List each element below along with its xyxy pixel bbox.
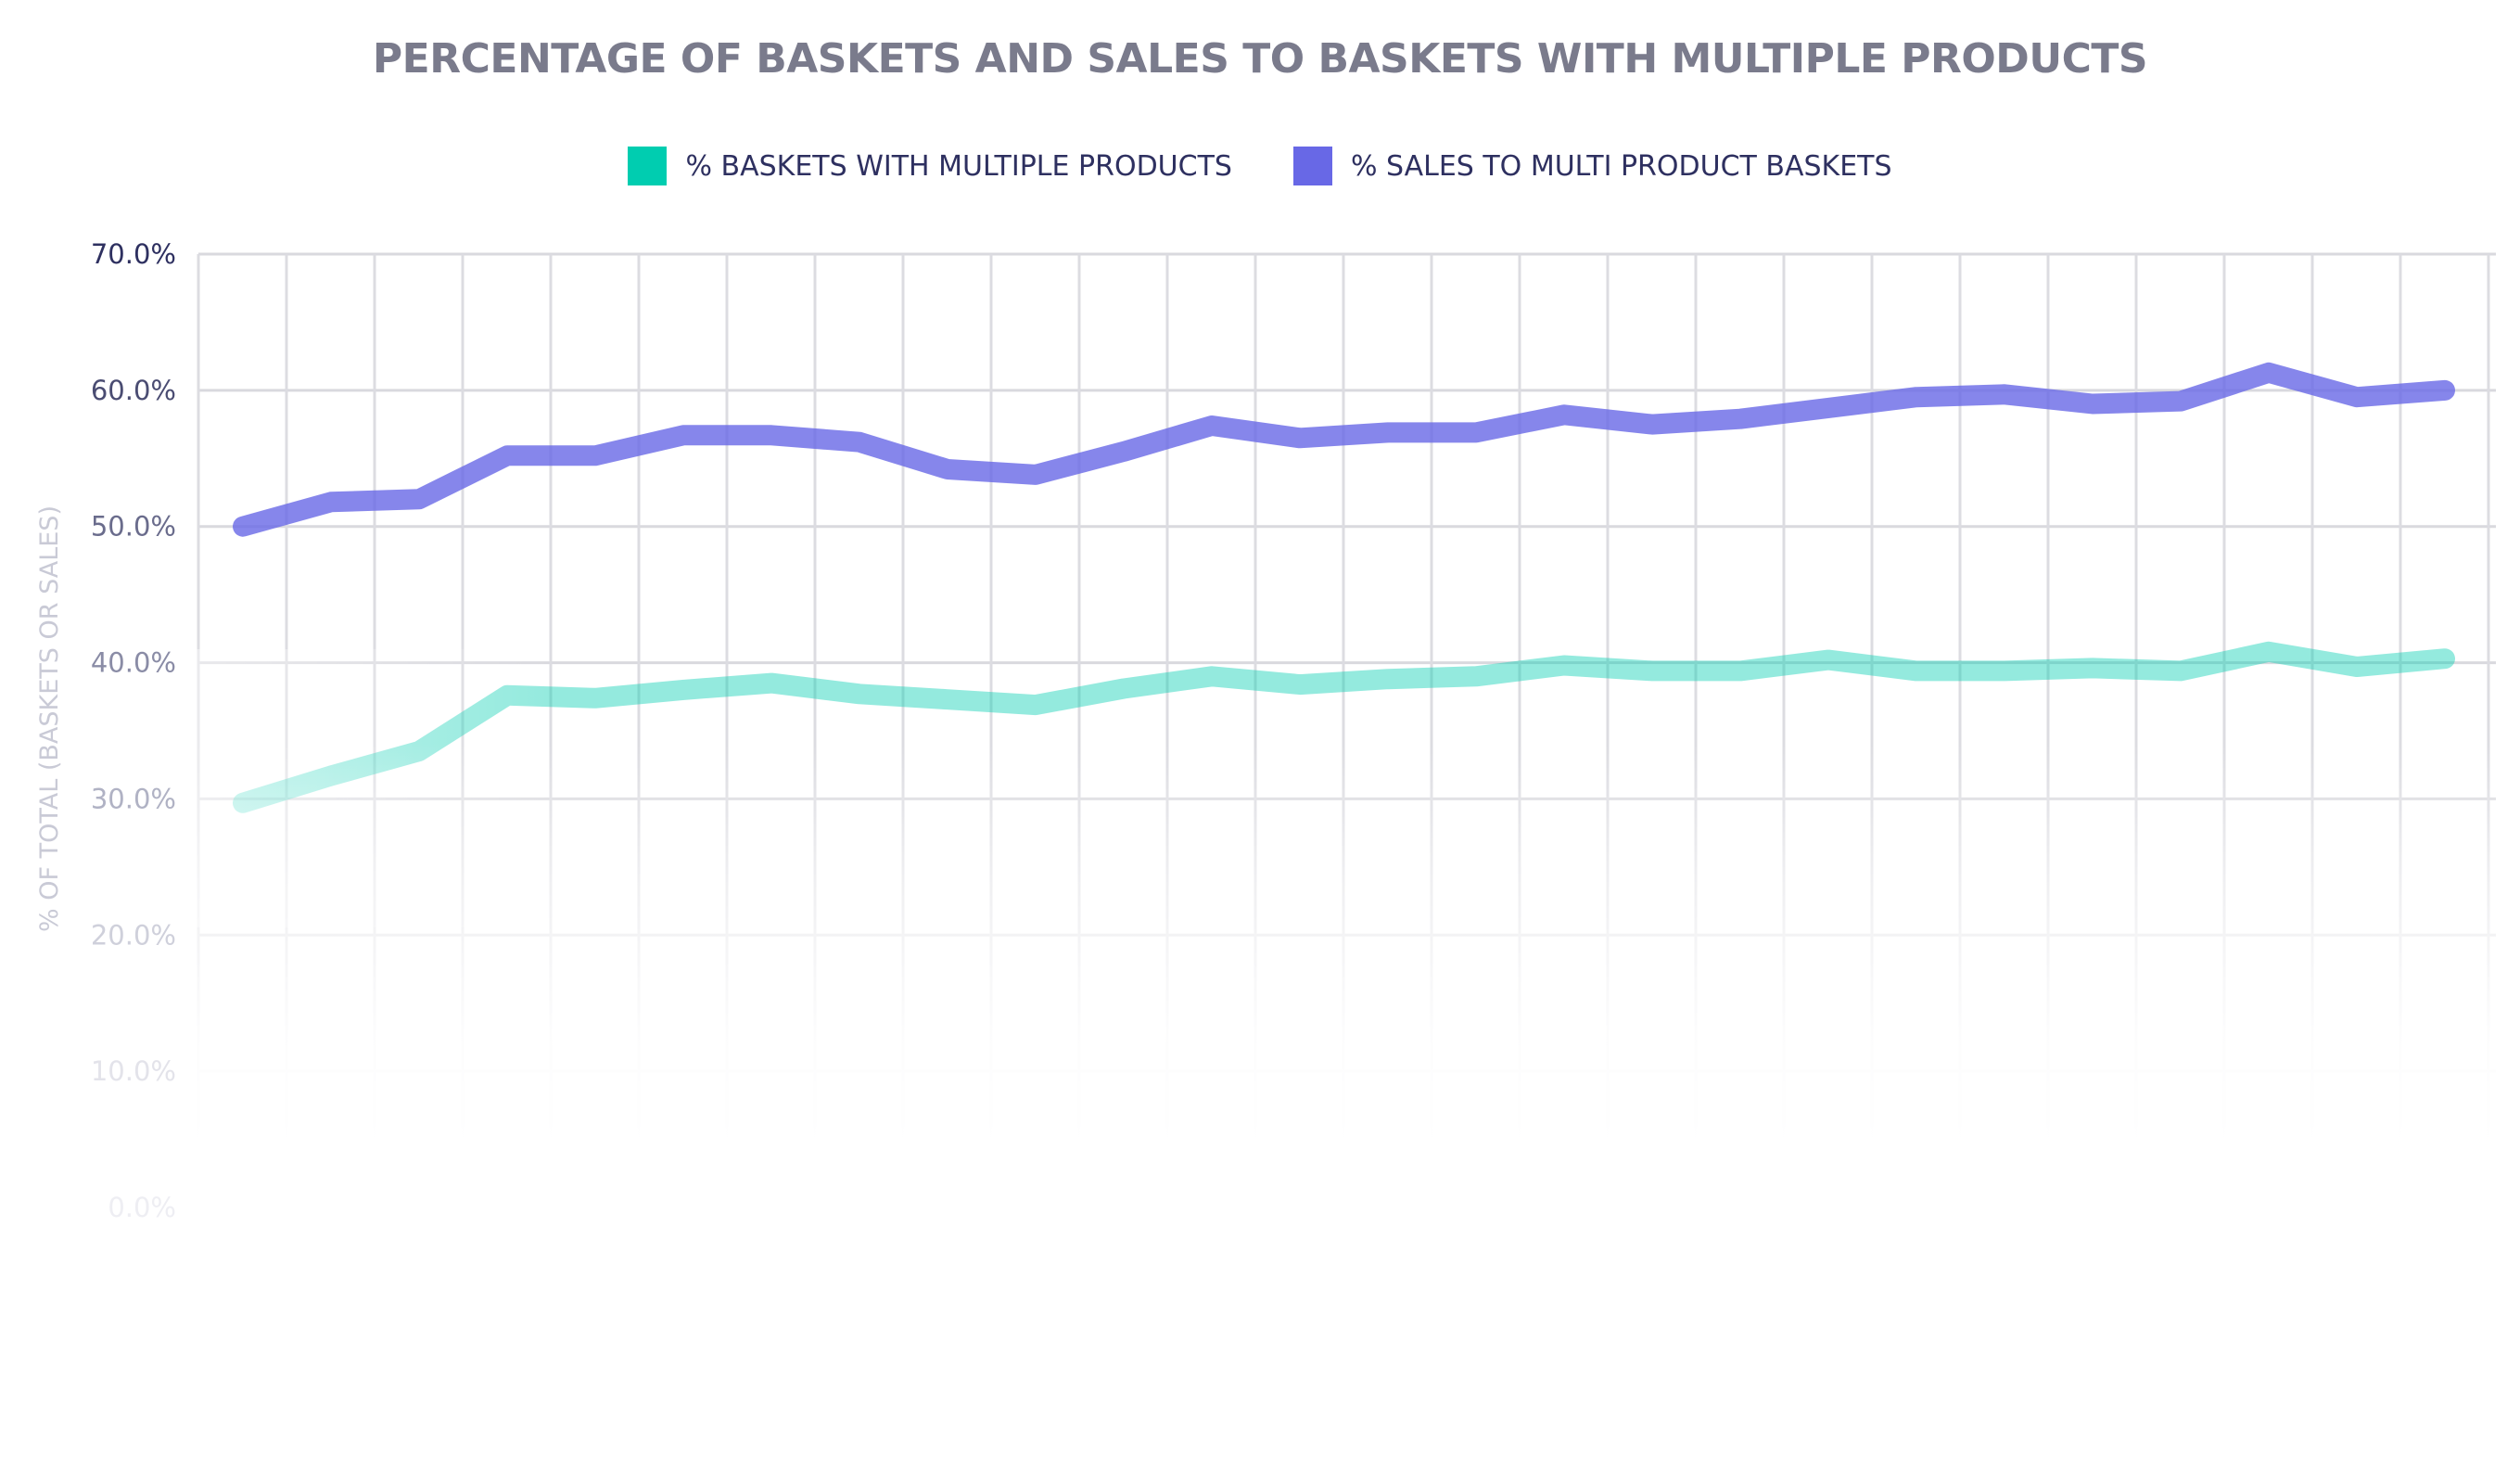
fade-overlay [0, 223, 2520, 1469]
y-axis-title: % OF TOTAL (BASKETS OR SALES) [35, 505, 64, 932]
legend-item-baskets[interactable]: % BASKETS WITH MULTIPLE PRODUCTS [628, 147, 1232, 185]
legend-item-sales[interactable]: % SALES TO MULTI PRODUCT BASKETS [1292, 147, 1892, 185]
axis-labels: 70.0% 60.0% 50.0% 40.0% 30.0% 20.0% 10.0% 0.0%%… [35, 238, 176, 1223]
chart-title: PERCENTAGE OF BASKETS AND SALES TO BASKE… [372, 35, 2148, 83]
legend: % BASKETS WITH MULTIPLE PRODUCTS % SALES… [0, 147, 2520, 185]
y-tick-label: 40.0% [91, 647, 176, 679]
legend-swatch-sales [1292, 147, 1332, 185]
y-tick-label: 10.0% [91, 1055, 176, 1087]
y-tick-label: 70.0% [91, 238, 176, 270]
legend-label-sales: % SALES TO MULTI PRODUCT BASKETS [1350, 149, 1892, 183]
y-tick-label: 20.0% [91, 919, 176, 951]
y-tick-label: 30.0% [91, 783, 176, 814]
legend-label-baskets: % BASKETS WITH MULTIPLE PRODUCTS [685, 149, 1232, 183]
y-tick-label: 0.0% [108, 1192, 176, 1223]
legend-swatch-baskets [628, 147, 668, 185]
y-tick-label: 50.0% [91, 511, 176, 543]
y-tick-label: 60.0% [91, 375, 176, 406]
